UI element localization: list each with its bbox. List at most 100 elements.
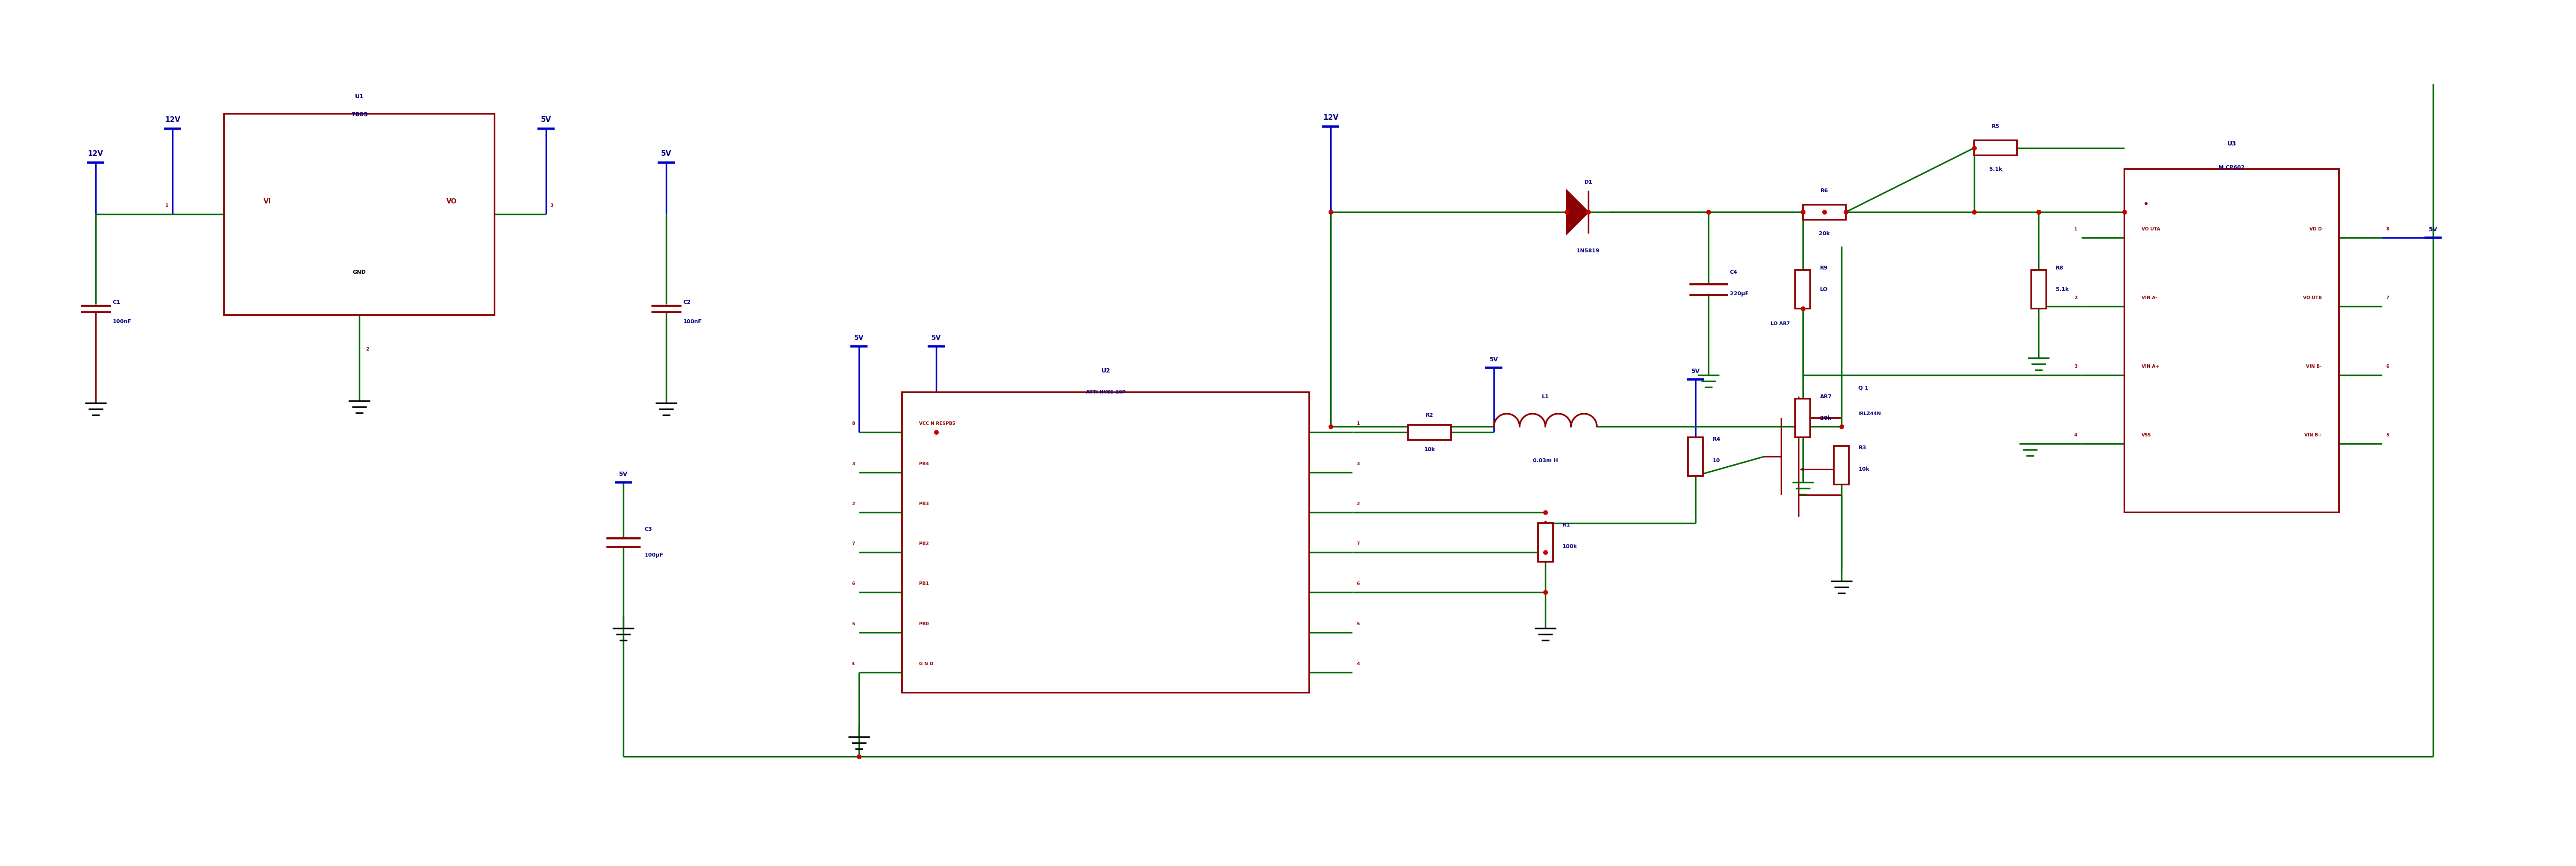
Text: 7: 7: [2385, 296, 2391, 300]
Text: 7805: 7805: [350, 112, 368, 118]
Text: Q 1: Q 1: [1857, 385, 1868, 391]
Text: 5V: 5V: [933, 335, 940, 341]
Bar: [1538, 523, 1553, 562]
Text: PB3: PB3: [920, 501, 930, 506]
Text: VI: VI: [263, 198, 270, 204]
Text: VO: VO: [446, 198, 456, 204]
Text: L1: L1: [1543, 394, 1548, 399]
Bar: [1687, 437, 1703, 476]
Text: 5: 5: [1358, 622, 1360, 626]
Text: 5V: 5V: [855, 335, 863, 341]
Text: 4: 4: [1358, 662, 1360, 666]
Text: U1: U1: [355, 94, 363, 100]
Polygon shape: [1566, 191, 1589, 234]
Text: VD D: VD D: [2308, 227, 2321, 231]
Text: 2: 2: [2074, 296, 2076, 300]
Text: D1: D1: [1584, 179, 1592, 185]
Text: 5: 5: [2385, 433, 2388, 437]
Text: C2: C2: [683, 300, 690, 305]
Text: 2: 2: [1358, 501, 1360, 506]
Text: LO AR7: LO AR7: [1770, 321, 1790, 326]
Text: AR7: AR7: [1819, 394, 1832, 399]
Text: U3: U3: [2228, 140, 2236, 146]
Text: 1N5819: 1N5819: [1577, 248, 1600, 254]
Text: VIN A-: VIN A-: [2141, 296, 2156, 300]
Text: R9: R9: [1819, 265, 1829, 271]
Text: PB4: PB4: [920, 462, 930, 466]
Text: C1: C1: [113, 300, 121, 305]
Text: 7: 7: [853, 541, 855, 546]
Text: VCC N RESPB5: VCC N RESPB5: [920, 422, 956, 426]
Text: R4: R4: [1713, 436, 1721, 443]
Text: 20k: 20k: [1819, 415, 1832, 421]
Text: 10k: 10k: [1857, 467, 1870, 472]
Text: LO: LO: [1819, 287, 1826, 292]
Text: VIN B-: VIN B-: [2306, 365, 2321, 369]
Text: PB2: PB2: [920, 541, 930, 546]
Text: 3: 3: [2074, 365, 2076, 369]
Text: 2: 2: [853, 501, 855, 506]
Text: C4: C4: [1731, 269, 1736, 275]
Text: U2: U2: [1100, 368, 1110, 374]
Text: 4: 4: [2074, 433, 2076, 437]
Text: 5V: 5V: [541, 116, 551, 123]
Text: 5V: 5V: [618, 471, 629, 477]
Text: C3: C3: [644, 527, 652, 533]
Text: VIN A+: VIN A+: [2141, 365, 2159, 369]
Bar: [902, 392, 1309, 693]
Text: 1: 1: [1358, 422, 1360, 426]
Text: R3: R3: [1857, 445, 1868, 451]
Text: 5V: 5V: [662, 150, 672, 158]
Text: 5V: 5V: [1690, 368, 1700, 374]
Bar: [1795, 270, 1811, 308]
Text: VIN B+: VIN B+: [2303, 433, 2321, 437]
Text: 12V: 12V: [88, 150, 103, 158]
Text: PB0: PB0: [920, 622, 930, 626]
Text: 5V: 5V: [2429, 227, 2437, 233]
Text: 1: 1: [165, 204, 167, 208]
Bar: [1409, 425, 1450, 440]
Bar: [2125, 169, 2339, 513]
Text: 8: 8: [2385, 227, 2388, 231]
Text: R6: R6: [1821, 188, 1829, 193]
Text: R2: R2: [1425, 412, 1432, 418]
Text: 12V: 12V: [165, 116, 180, 123]
Bar: [1834, 446, 1850, 484]
Bar: [1973, 140, 2017, 155]
Text: 6: 6: [853, 582, 855, 586]
Text: 220μF: 220μF: [1731, 291, 1749, 296]
Text: VSS: VSS: [2141, 433, 2151, 437]
Text: IRLZ44N: IRLZ44N: [1857, 411, 1880, 416]
Text: 5: 5: [853, 622, 855, 626]
Text: 3: 3: [551, 204, 554, 208]
Text: 1: 1: [2074, 227, 2076, 231]
Text: R8: R8: [2056, 265, 2063, 271]
Text: VO UTA: VO UTA: [2141, 227, 2161, 231]
Text: R1: R1: [1564, 522, 1571, 528]
Text: 100nF: 100nF: [113, 319, 131, 324]
Text: 2: 2: [366, 347, 368, 352]
Text: 100k: 100k: [1564, 544, 1577, 549]
Text: 8: 8: [853, 422, 855, 426]
Text: 5V: 5V: [1489, 357, 1499, 363]
Text: G N D: G N D: [920, 662, 933, 666]
Text: 7: 7: [1358, 541, 1360, 546]
Text: 100μF: 100μF: [644, 553, 665, 558]
Text: 4: 4: [853, 662, 855, 666]
Text: 10: 10: [1713, 458, 1721, 463]
Text: 3: 3: [853, 462, 855, 466]
Text: 10k: 10k: [1425, 447, 1435, 452]
Text: ATTI NY85-20P: ATTI NY85-20P: [1087, 390, 1126, 394]
Text: VO UTB: VO UTB: [2303, 296, 2321, 300]
Text: 3: 3: [1358, 462, 1360, 466]
Text: M CP602: M CP602: [2218, 165, 2244, 171]
Text: 5.1k: 5.1k: [2056, 287, 2069, 292]
Text: R5: R5: [1991, 124, 1999, 129]
Text: 5.1k: 5.1k: [1989, 166, 2002, 172]
Text: 6: 6: [1358, 582, 1360, 586]
Text: 12V: 12V: [1324, 113, 1340, 121]
Text: 100nF: 100nF: [683, 319, 701, 324]
Bar: [224, 113, 495, 315]
Bar: [1803, 204, 1844, 220]
Text: 6: 6: [2385, 365, 2388, 369]
